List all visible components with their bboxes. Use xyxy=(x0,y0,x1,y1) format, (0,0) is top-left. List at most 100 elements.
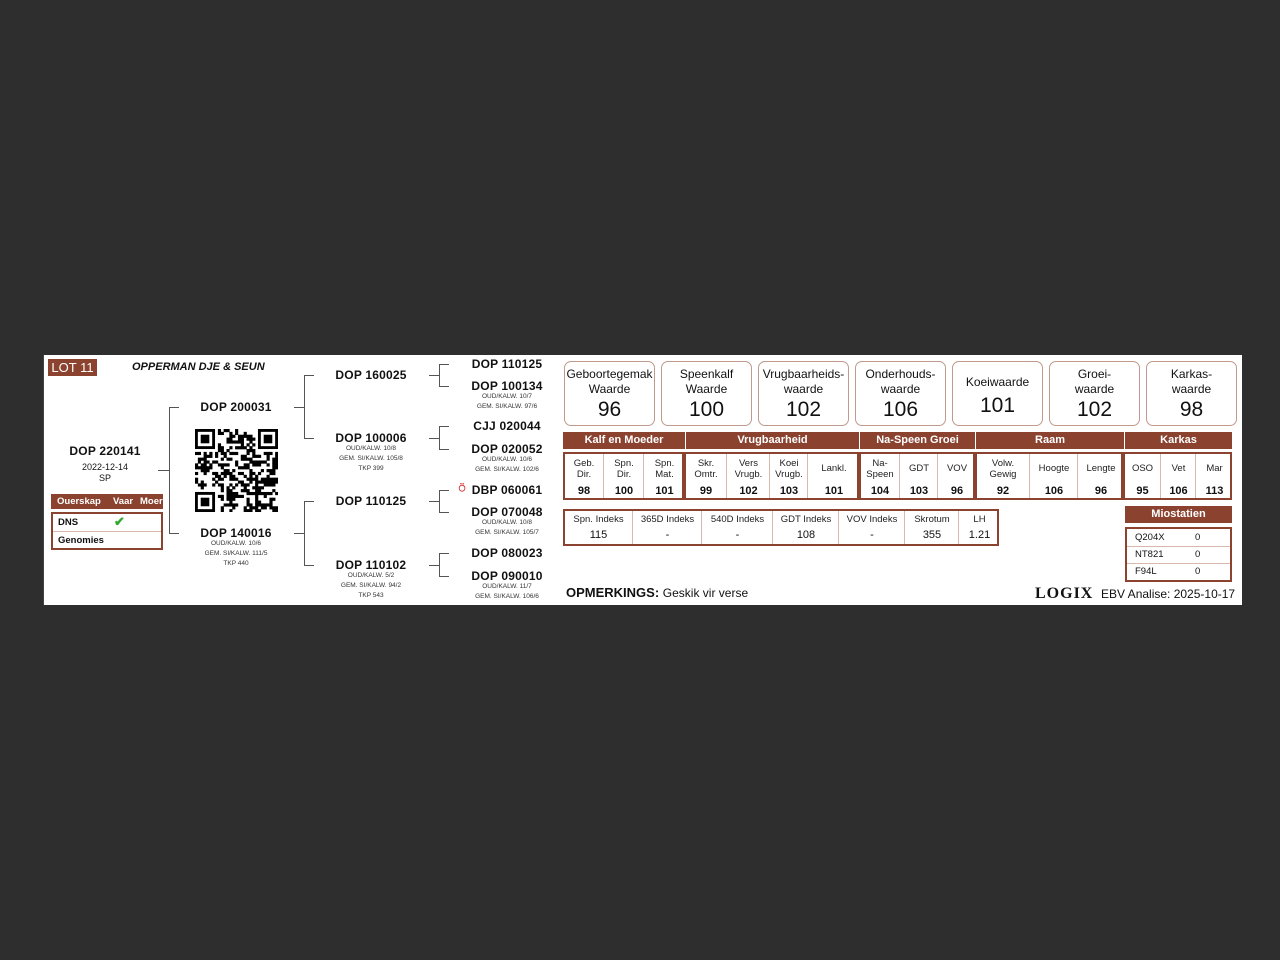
trait-cell: Geb. Dir. 98 xyxy=(565,454,604,498)
trait-label: Volw. Gewig xyxy=(977,456,1029,481)
trait-value: 113 xyxy=(1205,485,1224,497)
pedigree-detail: OUD/KALW. 5/2 xyxy=(347,572,395,579)
check-icon: ✔ xyxy=(114,514,125,529)
great-grandparent-id: CJJ 020044 xyxy=(473,419,541,433)
trait-label-line: Lengte xyxy=(1086,463,1116,474)
index-label: LH xyxy=(973,514,986,525)
bracket-line xyxy=(158,470,169,471)
trait-cell: Vet 106 xyxy=(1162,454,1196,498)
trait-cell: Volw. Gewig 92 xyxy=(977,454,1030,498)
trait-label-line: Lankl. xyxy=(821,463,847,474)
trait-label: Geb. Dir. xyxy=(565,456,603,481)
dam-id: DOP 140016 xyxy=(200,526,272,540)
value-card-value: 102 xyxy=(1076,398,1113,421)
trait-value: 106 xyxy=(1044,485,1064,497)
trait-value: 96 xyxy=(1094,485,1108,497)
pedigree-detail: TKP 399 xyxy=(358,465,384,472)
trait-value: 100 xyxy=(614,485,634,497)
pedigree-detail: TKP 440 xyxy=(223,560,249,567)
value-card-title-line: Waarde xyxy=(588,382,631,396)
bracket-line xyxy=(439,426,440,449)
pedigree-detail: OUD/KALW. 10/8 xyxy=(345,445,397,452)
pedigree-detail: GEM. SI/KALW. 105/8 xyxy=(339,455,403,462)
bracket-line xyxy=(439,386,449,387)
pedigree-detail: GEM. SI/KALW. 94/2 xyxy=(340,582,402,589)
bracket-line xyxy=(294,533,304,534)
index-cell: LH 1.21 xyxy=(960,511,999,544)
grandparent-id: DOP 110125 xyxy=(335,494,407,508)
section-header: Raam xyxy=(976,432,1124,449)
pedigree-detail: OUD/KALW. 10/8 xyxy=(481,519,533,526)
value-card: Karkas-waarde 98 xyxy=(1146,361,1237,426)
bracket-line xyxy=(304,375,305,438)
great-grandparent-id: DOP 020052 xyxy=(471,442,543,456)
myostatin-row: NT821 0 xyxy=(1127,546,1230,564)
trait-label: Mar xyxy=(1197,456,1232,481)
section-header: Na-Speen Groei xyxy=(860,432,975,449)
value-card-title-line: Waarde xyxy=(685,382,728,396)
index-value: - xyxy=(870,529,874,541)
trait-label-line: Geb. xyxy=(573,457,595,469)
remarks-text: Geskik vir verse xyxy=(662,586,749,600)
myostatin-header: Miostatien xyxy=(1125,506,1232,523)
bracket-line xyxy=(294,407,304,408)
bracket-line xyxy=(439,449,449,450)
trait-label: GDT xyxy=(901,456,937,481)
bracket-line xyxy=(439,364,440,386)
grandparent-id: DOP 160025 xyxy=(335,368,407,382)
animal-code: SP xyxy=(98,473,112,483)
bracket-line xyxy=(439,490,449,491)
trait-cell: VOV 96 xyxy=(939,454,975,498)
bracket-line xyxy=(429,438,439,439)
trait-cell: Mar 113 xyxy=(1197,454,1232,498)
qr-code[interactable] xyxy=(195,429,278,512)
bracket-line xyxy=(169,533,179,534)
trait-cell: Hoogte 106 xyxy=(1031,454,1078,498)
value-card: Koeiwaarde 101 xyxy=(952,361,1043,426)
index-cell: 365D Indeks - xyxy=(634,511,702,544)
trait-value: 103 xyxy=(909,485,929,497)
great-grandparent-id: DOP 090010 xyxy=(471,569,543,583)
trait-label-line: Mar xyxy=(1206,463,1223,474)
trait-label: Na- Speen xyxy=(861,456,899,481)
trait-cell: Koei Vrugb. 103 xyxy=(771,454,808,498)
trait-cell: GDT 103 xyxy=(901,454,938,498)
index-cell: VOV Indeks - xyxy=(840,511,905,544)
trait-label-line: VOV xyxy=(946,463,968,474)
index-value: 108 xyxy=(796,529,816,541)
trait-cell: Skr. Omtr. 99 xyxy=(686,454,727,498)
index-cell: Spn. Indeks 115 xyxy=(565,511,633,544)
trait-value: 98 xyxy=(577,485,591,497)
bracket-line xyxy=(439,426,449,427)
great-grandparent-id: ⍥ DBP 060061 xyxy=(458,483,543,497)
myostatin-value: 0 xyxy=(1195,532,1201,543)
bracket-line xyxy=(304,438,314,439)
value-card-title: Onderhouds-waarde xyxy=(856,367,945,397)
value-card-value: 106 xyxy=(882,398,919,421)
section-header: Vrugbaarheid xyxy=(686,432,859,449)
grandparent-id: DOP 110102 xyxy=(335,558,407,572)
trait-value: 102 xyxy=(739,485,758,497)
remarks: OPMERKINGS: Geskik vir verse xyxy=(566,585,748,600)
trait-value: 95 xyxy=(1136,485,1149,497)
pedigree-detail: OUD/KALW. 10/6 xyxy=(210,540,262,547)
trait-value: 92 xyxy=(996,485,1010,497)
great-grandparent-id: DOP 100134 xyxy=(471,379,543,393)
myostatin-label: Q204X xyxy=(1135,532,1165,543)
value-card-value: 100 xyxy=(688,398,725,421)
pedigree-detail: GEM. SI/KALW. 111/5 xyxy=(204,550,268,557)
pedigree-detail: GEM. SI/KALW. 106/6 xyxy=(475,593,539,600)
value-card-title-line: Karkas- xyxy=(1170,367,1213,381)
trait-group xyxy=(1123,452,1232,500)
pedigree-detail: OUD/KALW. 10/6 xyxy=(481,456,533,463)
bracket-line xyxy=(169,407,170,533)
trait-value: 106 xyxy=(1169,485,1188,497)
index-value: 115 xyxy=(589,529,608,541)
trait-label-line: Spn. xyxy=(654,457,675,469)
myostatin-table xyxy=(1125,527,1232,582)
remarks-label: OPMERKINGS: xyxy=(566,585,660,600)
index-label: 365D Indeks xyxy=(640,514,695,525)
trait-value: 99 xyxy=(699,485,713,497)
trait-label: OSO xyxy=(1125,456,1160,481)
trait-label: Vers Vrugb. xyxy=(728,456,769,481)
